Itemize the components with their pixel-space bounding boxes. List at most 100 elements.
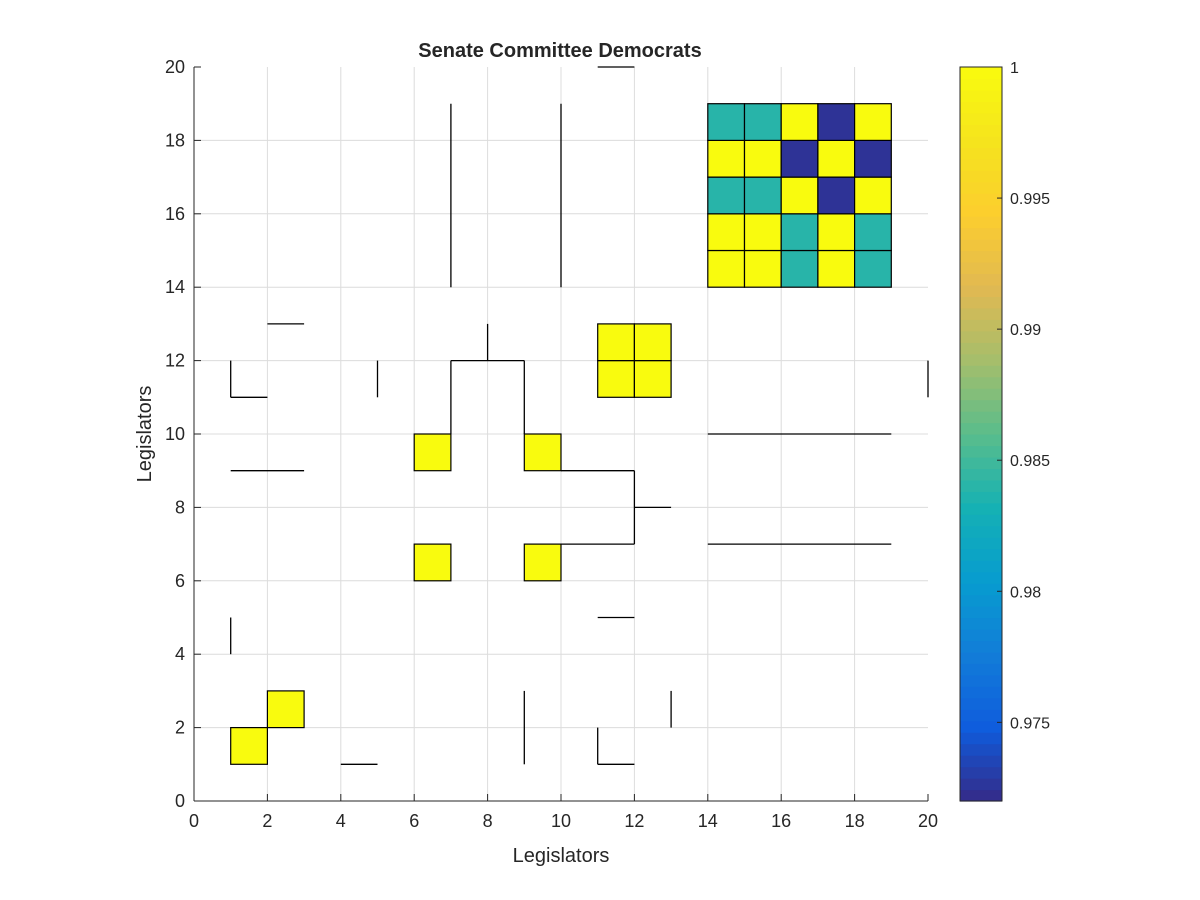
colorbar-band — [960, 537, 1002, 550]
heatmap-cell — [817, 249, 856, 288]
colorbar-band — [960, 640, 1002, 653]
colorbar-band — [960, 789, 1002, 802]
y-tick-label: 18 — [165, 130, 185, 150]
heatmap-cell — [780, 139, 819, 178]
heatmap-cell — [230, 726, 268, 765]
heatmap-cell — [743, 249, 782, 288]
colorbar-tick-label: 0.99 — [1010, 322, 1041, 339]
y-tick-label: 10 — [165, 424, 185, 444]
heatmap-cell — [743, 213, 782, 252]
colorbar-band — [960, 78, 1002, 91]
colorbar-gradient — [960, 67, 1002, 802]
colorbar-tick-label: 0.985 — [1010, 453, 1050, 470]
heatmap-cell — [597, 360, 636, 398]
heatmap-cell — [780, 249, 819, 288]
colorbar-band — [960, 479, 1002, 492]
colorbar-band — [960, 686, 1002, 699]
colorbar-band — [960, 571, 1002, 584]
x-tick-label: 8 — [483, 811, 493, 831]
colorbar-band — [960, 124, 1002, 137]
colorbar-band — [960, 158, 1002, 171]
colorbar-band — [960, 135, 1002, 148]
plot-area: 0 2 4 6 8 10 12 14 16 18 20 0 2 4 6 8 10 12 14 16 18 20 — [165, 57, 938, 831]
colorbar-band — [960, 594, 1002, 607]
colorbar-band — [960, 353, 1002, 366]
colorbar-band — [960, 434, 1002, 447]
colorbar-band — [960, 204, 1002, 217]
colorbar-band — [960, 514, 1002, 527]
colorbar-band — [960, 193, 1002, 206]
colorbar-band — [960, 239, 1002, 252]
colorbar-tick-label: 0.98 — [1010, 584, 1041, 601]
heatmap-cell — [817, 213, 856, 252]
heatmap-cell — [817, 176, 856, 215]
x-tick-label: 4 — [336, 811, 346, 831]
colorbar-band — [960, 376, 1002, 389]
heatmap-cell — [597, 323, 636, 362]
heatmap-cell — [817, 139, 856, 178]
colorbar-band — [960, 651, 1002, 664]
colorbar-band — [960, 778, 1002, 791]
x-tick-label: 16 — [771, 811, 791, 831]
colorbar-band — [960, 560, 1002, 573]
colorbar-band — [960, 89, 1002, 103]
colorbar-band — [960, 227, 1002, 240]
y-tick-label: 14 — [165, 277, 185, 297]
colorbar-tick-label: 0.975 — [1010, 715, 1050, 732]
heatmap-cell — [707, 139, 746, 178]
colorbar: 0.975 0.98 0.985 0.99 0.995 1 — [959, 60, 1050, 802]
x-tick-label: 18 — [845, 811, 865, 831]
colorbar-band — [960, 170, 1002, 183]
heatmap-cell — [780, 176, 819, 215]
heatmap-cell — [523, 543, 562, 582]
colorbar-frame — [959, 66, 1003, 802]
colorbar-band — [960, 284, 1002, 297]
colorbar-tick-label: 1 — [1010, 60, 1019, 77]
heatmap-cell — [707, 176, 746, 215]
x-tick-label: 10 — [551, 811, 571, 831]
colorbar-band — [960, 319, 1002, 332]
colorbar-band — [960, 583, 1002, 596]
x-tick-label: 12 — [624, 811, 644, 831]
colorbar-band — [960, 697, 1002, 710]
colorbar-band — [960, 330, 1002, 343]
colorbar-band — [960, 732, 1002, 745]
x-tick-label: 20 — [918, 811, 938, 831]
y-tick-label: 2 — [175, 718, 185, 738]
heatmap-cell — [817, 103, 856, 141]
heatmap-cell — [633, 323, 672, 362]
heatmap-cell — [633, 360, 672, 398]
heatmap-edge-segments — [230, 66, 929, 765]
y-tick-labels: 0 2 4 6 8 10 12 14 16 18 20 — [165, 57, 201, 811]
colorbar-band — [960, 491, 1002, 504]
y-tick-label: 8 — [175, 497, 185, 517]
heatmap-cell — [743, 139, 782, 178]
x-tick-label: 2 — [262, 811, 272, 831]
colorbar-band — [960, 273, 1002, 286]
colorbar-band — [960, 525, 1002, 538]
colorbar-band — [960, 663, 1002, 676]
colorbar-band — [960, 67, 1002, 80]
heatmap-cell — [853, 139, 892, 178]
x-tick-label: 6 — [409, 811, 419, 831]
colorbar-band — [960, 628, 1002, 642]
colorbar-band — [960, 422, 1002, 435]
y-tick-label: 20 — [165, 57, 185, 77]
colorbar-band — [960, 112, 1002, 125]
colorbar-band — [960, 720, 1002, 733]
heatmap-cell — [413, 433, 452, 472]
colorbar-ticks: 0.975 0.98 0.985 0.99 0.995 1 — [997, 60, 1050, 732]
y-axis-label: Legislators — [134, 386, 156, 483]
colorbar-band — [960, 755, 1002, 768]
colorbar-band — [960, 674, 1002, 687]
colorbar-band — [960, 365, 1002, 378]
colorbar-band — [960, 445, 1002, 458]
heatmap-cell — [743, 176, 782, 215]
colorbar-band — [960, 468, 1002, 481]
heatmap-cell — [707, 213, 746, 252]
heatmap-cell — [266, 690, 305, 729]
x-tick-label: 14 — [698, 811, 718, 831]
colorbar-band — [960, 502, 1002, 515]
colorbar-band — [960, 216, 1002, 229]
heatmap-cell — [853, 213, 892, 252]
